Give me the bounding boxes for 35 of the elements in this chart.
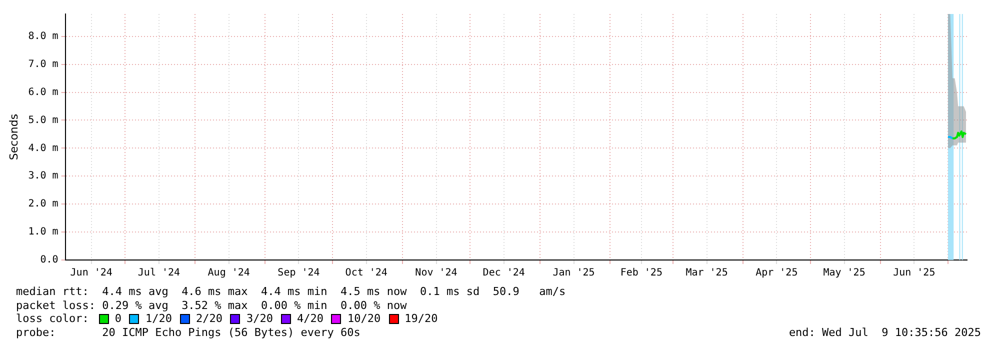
y-tick-label: 5.0 m [28,114,58,126]
x-tick-label: Feb '25 [620,268,662,279]
x-tick-label: Nov '24 [415,268,458,279]
x-tick-label: May '25 [823,268,866,279]
y-tick-label: 3.0 m [28,170,58,182]
y-axis-title: Seconds [7,114,20,160]
x-tick-label: Apr '25 [756,268,798,279]
text: end: Wed Jul 9 10:35:56 2025 [788,326,981,339]
x-tick-label: Jun '24 [70,268,112,279]
x-tick-label: Mar '25 [686,268,728,279]
text: probe: 20 ICMP Echo Pings (56 Bytes) every 60s [16,326,360,339]
y-tick-label: 2.0 m [28,198,58,210]
text: median rtt: 4.4 ms avg 4.6 ms max 4.4 ms min 4.5 ms now 0.1 ms sd 50.9 am/s [16,285,566,298]
x-tick-label: Dec '24 [482,268,525,279]
y-tick-label: 1.0 m [28,226,58,238]
x-tick-label: Aug '24 [208,268,250,279]
x-tick-label: Oct '24 [345,268,388,279]
legend-label: 10/20 [347,312,381,325]
text: packet loss: 0.29 % avg 3.52 % max 0.00 % min 0.00 % now [16,299,407,312]
y-tick-label: 7.0 m [28,58,58,70]
legend-title: loss color: [16,312,89,325]
legend-label: 3/20 [246,312,273,325]
y-tick-label: 8.0 m [28,30,58,42]
x-tick-label: Jan '25 [552,268,595,279]
y-tick-label: 0.0 [40,254,58,266]
legend-label: 0 [114,312,122,325]
legend-label: 19/20 [404,312,438,325]
x-tick-label: Jun '25 [893,268,936,279]
legend-label: 1/20 [145,312,172,325]
y-tick-label: 4.0 m [28,142,58,154]
x-tick-label: Sep '24 [278,268,320,279]
y-tick-label: 6.0 m [28,86,58,98]
legend-label: 4/20 [296,312,324,325]
x-tick-label: Jul '24 [138,268,180,279]
legend-label: 2/20 [196,312,222,325]
